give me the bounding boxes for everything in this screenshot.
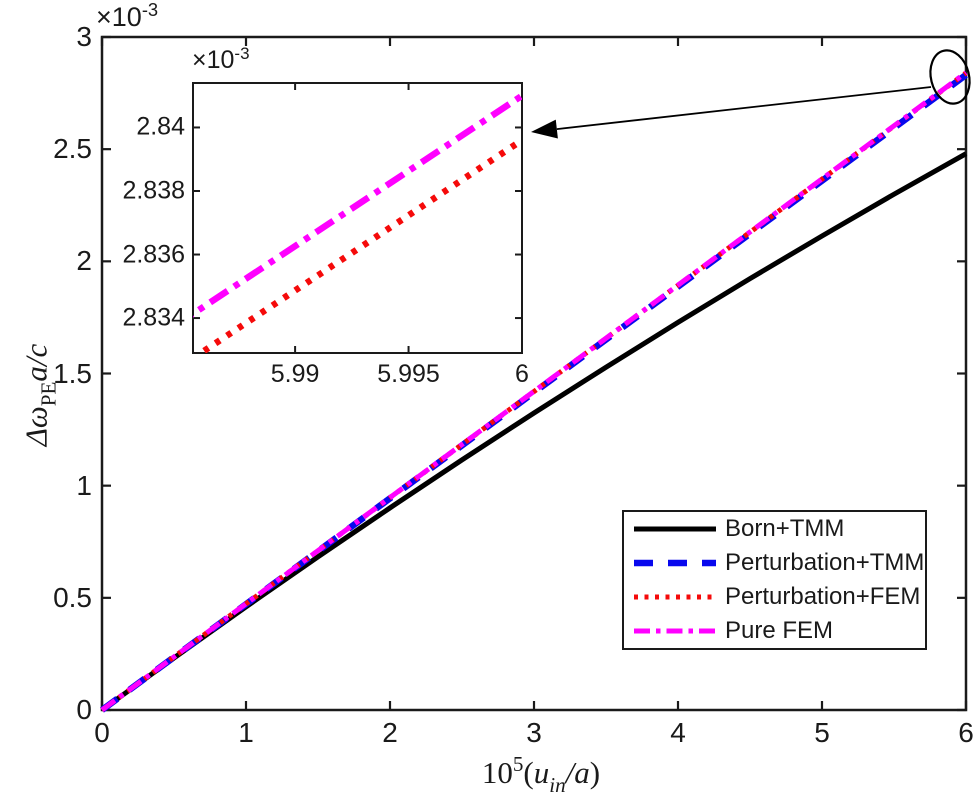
tick-label-x-5: 5 xyxy=(814,717,830,748)
legend-item-born-tmm: Born+TMM xyxy=(624,513,925,546)
zoom-ellipse-annotation xyxy=(929,49,971,105)
legend-sample-line xyxy=(634,594,716,600)
tick-label-x-6: 6 xyxy=(958,717,974,748)
tick-label-y-1: 1 xyxy=(76,469,92,501)
inset-tick-label-y-2.838: 2.838 xyxy=(122,176,185,205)
inset-tick-label-y-2.84: 2.84 xyxy=(136,112,185,141)
tick-label-y-0: 0 xyxy=(76,694,92,725)
series-line-perturbation-fem xyxy=(100,70,968,713)
inset-tick-label-x-5.99: 5.99 xyxy=(270,360,320,388)
x-axis-label: 105(uin/a) xyxy=(481,752,601,798)
tick-label-x-0: 0 xyxy=(94,717,110,748)
tick-label-y-0.5: 0.5 xyxy=(53,581,92,613)
legend-sample-line xyxy=(634,628,716,634)
inset-tick-label-x-6: 6 xyxy=(515,360,529,388)
legend-item-perturbation-tmm: Perturbation+TMM xyxy=(624,547,925,580)
tick-label-y-2: 2 xyxy=(76,245,92,277)
zoom-arrow-line xyxy=(556,86,932,130)
tick-label-x-1: 1 xyxy=(238,717,254,748)
legend-item-pure-fem: Pure FEM xyxy=(624,614,925,647)
legend: Born+TMM Perturbation+TMM Perturbation+FEM… xyxy=(622,510,927,650)
inset-axes-box xyxy=(192,82,523,354)
inset-tick-label-x-5.995: 5.995 xyxy=(377,360,440,388)
legend-sample-line xyxy=(634,526,716,532)
legend-item-label: Pure FEM xyxy=(725,616,834,644)
legend-item-label: Perturbation+FEM xyxy=(725,582,921,610)
y-axis-offset-label: ×10-3 xyxy=(96,0,159,32)
tick-label-y-1.5: 1.5 xyxy=(53,357,92,389)
tick-label-x-3: 3 xyxy=(526,717,542,748)
tick-label-x-2: 2 xyxy=(382,717,398,748)
inset-tick-label-y-2.836: 2.836 xyxy=(122,240,185,269)
inset-tick-label-y-2.834: 2.834 xyxy=(122,303,185,332)
tick-label-y-3: 3 xyxy=(76,21,92,52)
legend-item-label: Perturbation+TMM xyxy=(725,549,925,577)
legend-item-perturbation-fem: Perturbation+FEM xyxy=(624,580,925,613)
tick-label-y-2.5: 2.5 xyxy=(53,133,92,165)
legend-sample-line xyxy=(634,559,716,567)
zoom-arrow-head xyxy=(531,119,558,139)
inset-offset-label: ×10-3 xyxy=(192,43,250,74)
tick-label-x-4: 4 xyxy=(670,717,686,748)
y-axis-label: ΔωPEa/c xyxy=(18,343,61,447)
legend-item-label: Born+TMM xyxy=(725,515,845,543)
